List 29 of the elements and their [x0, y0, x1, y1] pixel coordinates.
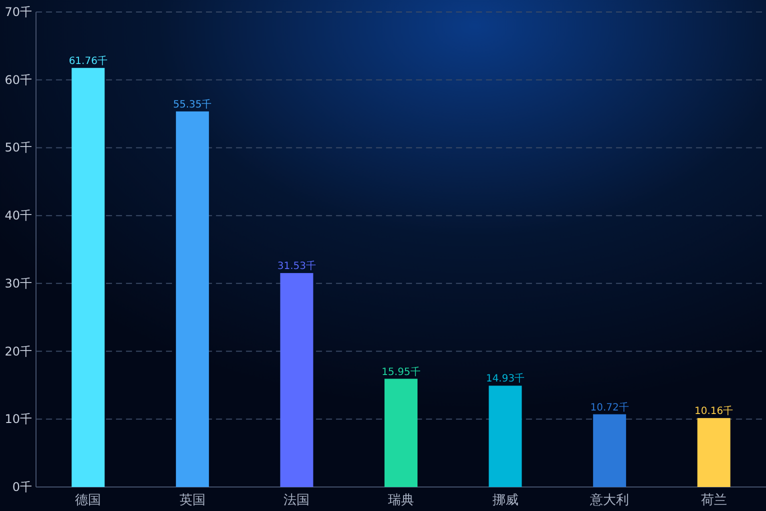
- y-tick-label: 10千: [4, 412, 32, 426]
- bar: [593, 414, 626, 487]
- data-label: 14.93千: [486, 372, 525, 385]
- data-label: 10.16千: [694, 405, 734, 418]
- x-tick-label: 意大利: [589, 493, 630, 508]
- y-tick-label: 0千: [12, 480, 32, 494]
- bar: [176, 111, 209, 487]
- y-tick-label: 50千: [4, 140, 32, 155]
- data-label: 31.53千: [277, 260, 316, 272]
- y-tick-label: 30千: [4, 276, 32, 290]
- bar: [280, 273, 314, 487]
- x-tick-label: 荷兰: [700, 493, 727, 508]
- y-tick-label: 40千: [4, 208, 32, 223]
- data-label: 61.76千: [68, 54, 108, 67]
- data-label: 10.72千: [590, 401, 629, 414]
- y-tick-label: 20千: [4, 344, 32, 358]
- x-tick-label: 德国: [75, 493, 102, 508]
- x-tick-label: 瑞典: [388, 493, 414, 508]
- y-tick-label: 60千: [4, 72, 32, 87]
- x-tick-label: 法国: [284, 493, 310, 508]
- y-tick-label: 70千: [4, 5, 32, 19]
- data-label: 15.95千: [382, 366, 420, 378]
- x-tick-label: 挪威: [492, 493, 518, 508]
- bar: [488, 386, 522, 487]
- bar: [384, 378, 418, 487]
- bar: [697, 418, 730, 487]
- data-label: 55.35千: [173, 98, 212, 110]
- x-tick-label: 英国: [179, 493, 206, 508]
- bar: [72, 68, 105, 487]
